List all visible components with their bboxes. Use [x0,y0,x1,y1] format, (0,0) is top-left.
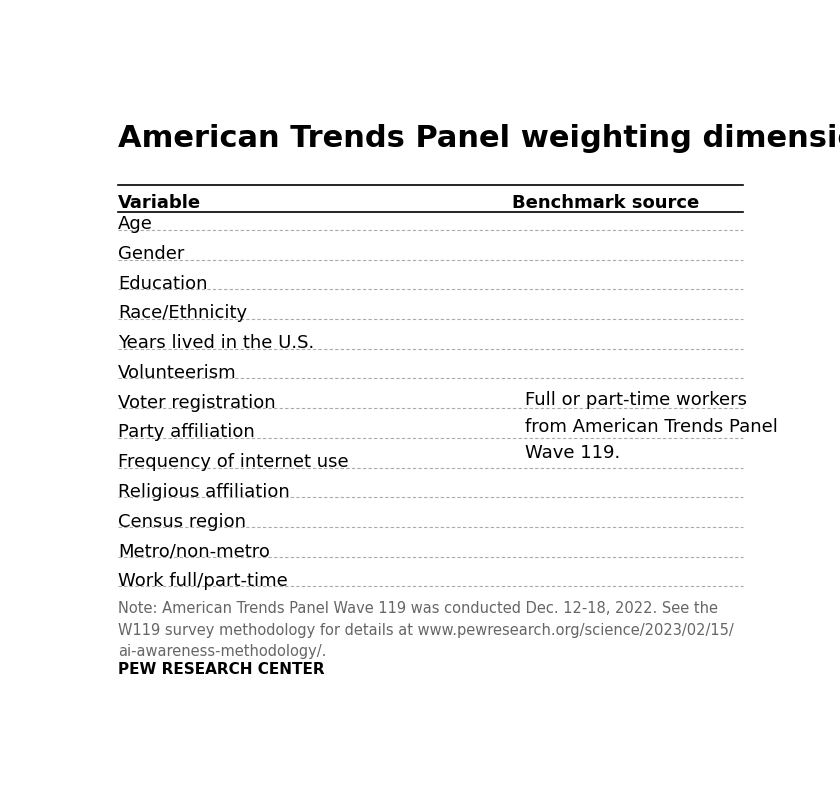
Text: Age: Age [118,215,153,233]
Text: Full or part-time workers
from American Trends Panel
Wave 119.: Full or part-time workers from American … [525,391,778,462]
Text: Metro/non-metro: Metro/non-metro [118,541,270,560]
Text: Census region: Census region [118,512,246,530]
Text: Gender: Gender [118,245,185,263]
Text: Work full/part-time: Work full/part-time [118,571,288,589]
Text: Frequency of internet use: Frequency of internet use [118,453,349,471]
Text: Voter registration: Voter registration [118,393,276,411]
Text: Variable: Variable [118,194,201,212]
Text: Benchmark source: Benchmark source [512,194,699,212]
Text: Race/Ethnicity: Race/Ethnicity [118,304,247,322]
Text: PEW RESEARCH CENTER: PEW RESEARCH CENTER [118,661,324,676]
Text: Education: Education [118,275,207,292]
Text: Note: American Trends Panel Wave 119 was conducted Dec. 12-18, 2022. See the
W11: Note: American Trends Panel Wave 119 was… [118,601,734,658]
Text: Party affiliation: Party affiliation [118,423,255,441]
Text: Years lived in the U.S.: Years lived in the U.S. [118,334,314,352]
Text: Volunteerism: Volunteerism [118,364,237,381]
Text: American Trends Panel weighting dimensions: American Trends Panel weighting dimensio… [118,124,840,153]
Text: Religious affiliation: Religious affiliation [118,482,290,500]
